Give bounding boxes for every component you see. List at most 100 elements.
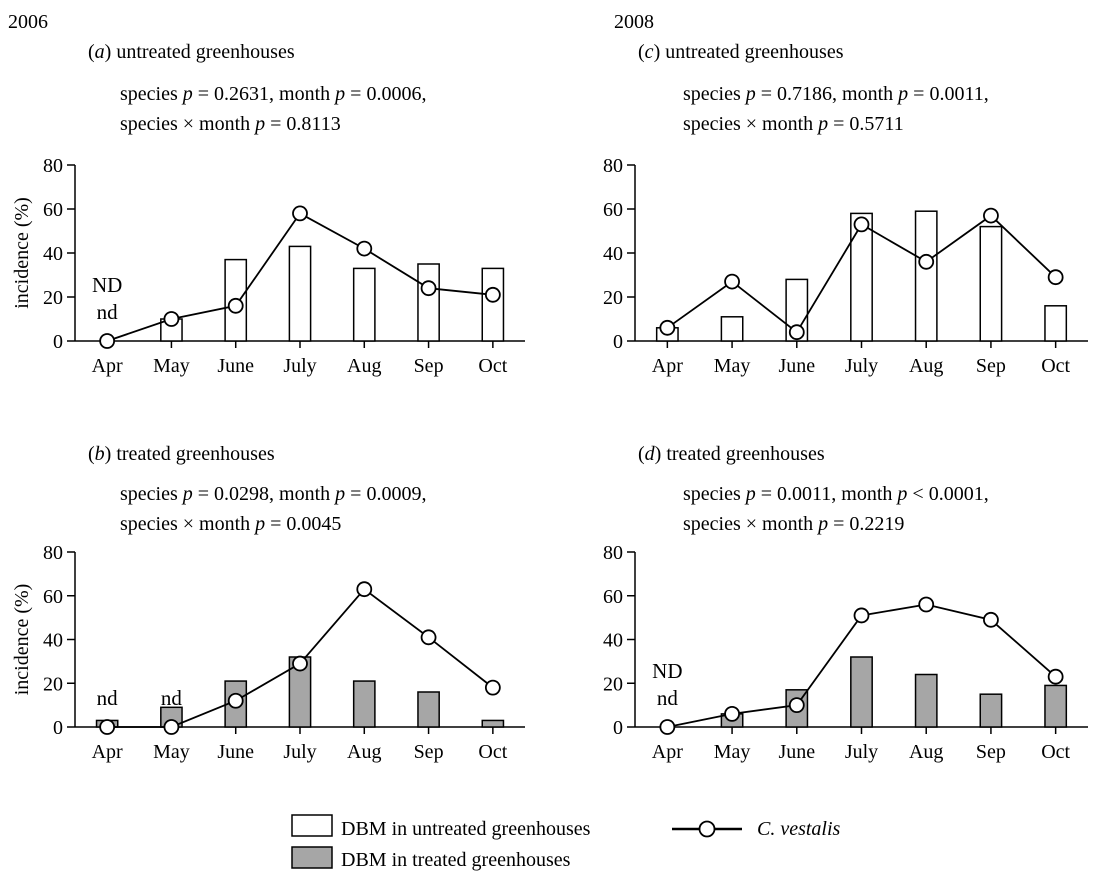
- line-point-sep: [983, 207, 999, 224]
- y-tick-label: 20: [43, 673, 63, 695]
- x-tick-label: May: [153, 355, 190, 377]
- panel-title-text: untreated greenhouses: [665, 41, 843, 63]
- panel-letter: d: [645, 443, 656, 465]
- line-point-may: [724, 273, 740, 290]
- legend-swatch-treated: [291, 846, 333, 869]
- panel-title-c: (c) untreated greenhouses: [638, 41, 844, 63]
- bar-may: [720, 316, 744, 342]
- line-point-july: [292, 205, 308, 222]
- legend-label-untreated: DBM in untreated greenhouses: [341, 818, 591, 840]
- panel-stats-line: species × month p = 0.5711: [683, 113, 904, 135]
- line-point-oct: [1047, 668, 1064, 685]
- legend-marker-sample: [698, 820, 716, 838]
- panel-stats-line: species × month p = 0.2219: [683, 513, 904, 535]
- panel-title-a: (a) untreated greenhouses: [88, 41, 295, 63]
- line-point-june: [227, 297, 244, 314]
- line-point-june: [788, 324, 805, 341]
- panel-stats-line: species p = 0.0298, month p = 0.0009,: [120, 483, 426, 505]
- x-tick-label: Sep: [414, 741, 444, 763]
- y-tick-label: 40: [43, 630, 63, 652]
- y-tick-label: 0: [613, 331, 623, 353]
- panel-d: (d) treated greenhouses species p = 0.001…: [603, 443, 1088, 763]
- y-tick-label: 40: [603, 630, 623, 652]
- x-tick-label: May: [714, 741, 751, 763]
- line-point-aug: [918, 253, 935, 270]
- x-tick-label: July: [845, 355, 878, 377]
- bar-sep: [979, 225, 1003, 342]
- line-point-apr: [659, 719, 676, 735]
- legend: DBM in untreated greenhouses DBM in trea…: [291, 814, 841, 871]
- line-point-june: [788, 697, 805, 714]
- y-tick-label: 80: [43, 155, 63, 177]
- annotation-text: nd: [97, 686, 119, 710]
- panel-stats-line: species p = 0.7186, month p = 0.0011,: [683, 83, 989, 105]
- line-point-may: [163, 311, 180, 327]
- line-point-sep: [420, 280, 437, 297]
- y-tick-label: 60: [43, 586, 63, 608]
- line-point-oct: [1047, 269, 1064, 286]
- legend-swatch-untreated: [291, 814, 333, 837]
- bar-sep: [417, 691, 440, 728]
- x-tick-label: May: [714, 355, 751, 377]
- bar-aug: [352, 267, 376, 342]
- line-point-apr: [99, 719, 116, 735]
- y-tick-label: 20: [603, 673, 623, 695]
- x-tick-label: Apr: [652, 741, 683, 763]
- x-tick-label: Apr: [92, 741, 123, 763]
- y-tick-label: 80: [603, 155, 623, 177]
- x-tick-label: June: [778, 741, 815, 763]
- bar-aug: [352, 680, 376, 728]
- bar-oct: [481, 267, 505, 342]
- y-tick-label: 80: [43, 542, 63, 564]
- y-tick-label: 40: [43, 243, 63, 265]
- line-point-aug: [356, 240, 373, 257]
- y-axis-label: incidence (%): [11, 584, 33, 696]
- y-tick-label: 0: [53, 331, 63, 353]
- annotation-text: ND: [92, 273, 122, 297]
- x-tick-label: Oct: [478, 355, 507, 377]
- year-label-2008: 2008: [614, 11, 654, 33]
- line-point-june: [227, 692, 244, 709]
- panel-title-text: treated greenhouses: [666, 443, 824, 465]
- x-tick-label: Oct: [478, 741, 507, 763]
- bar-sep: [979, 693, 1003, 728]
- panel-title-text: untreated greenhouses: [116, 41, 294, 63]
- y-tick-label: 60: [43, 199, 63, 221]
- x-tick-label: Sep: [976, 355, 1006, 377]
- panel-letter: c: [645, 41, 654, 63]
- bar-july: [288, 245, 312, 342]
- panel-letter: b: [95, 443, 105, 465]
- x-tick-label: Apr: [92, 355, 123, 377]
- panel-letter: a: [95, 41, 105, 63]
- annotation-text: nd: [161, 686, 183, 710]
- panel-title-b: (b) treated greenhouses: [88, 443, 275, 465]
- panel-c: (c) untreated greenhouses species p = 0.7…: [603, 41, 1088, 377]
- y-tick-label: 60: [603, 586, 623, 608]
- annotation-text: ND: [652, 659, 682, 683]
- line-point-oct: [484, 679, 501, 696]
- bar-oct: [1044, 305, 1068, 342]
- x-tick-label: Apr: [652, 355, 683, 377]
- year-label-2006: 2006: [8, 11, 48, 33]
- x-tick-label: July: [283, 355, 316, 377]
- legend-label-treated: DBM in treated greenhouses: [341, 849, 571, 871]
- y-tick-label: 0: [53, 717, 63, 739]
- x-tick-label: Aug: [909, 741, 943, 763]
- y-axis-label: incidence (%): [11, 197, 33, 309]
- bar-oct: [1044, 684, 1068, 728]
- line-point-apr: [659, 319, 676, 336]
- line-point-july: [853, 216, 870, 233]
- panel-stats-line: species × month p = 0.0045: [120, 513, 341, 535]
- line-point-apr: [99, 333, 116, 349]
- annotation-text: nd: [657, 686, 679, 710]
- y-tick-label: 40: [603, 243, 623, 265]
- line-point-july: [292, 655, 308, 672]
- legend-label-line: C. vestalis: [757, 818, 841, 840]
- x-tick-label: Oct: [1041, 741, 1070, 763]
- panel-title-text: treated greenhouses: [116, 443, 274, 465]
- x-tick-label: July: [283, 741, 316, 763]
- x-tick-label: Oct: [1041, 355, 1070, 377]
- y-tick-label: 20: [603, 287, 623, 309]
- panel-stats-line: species × month p = 0.8113: [120, 113, 341, 135]
